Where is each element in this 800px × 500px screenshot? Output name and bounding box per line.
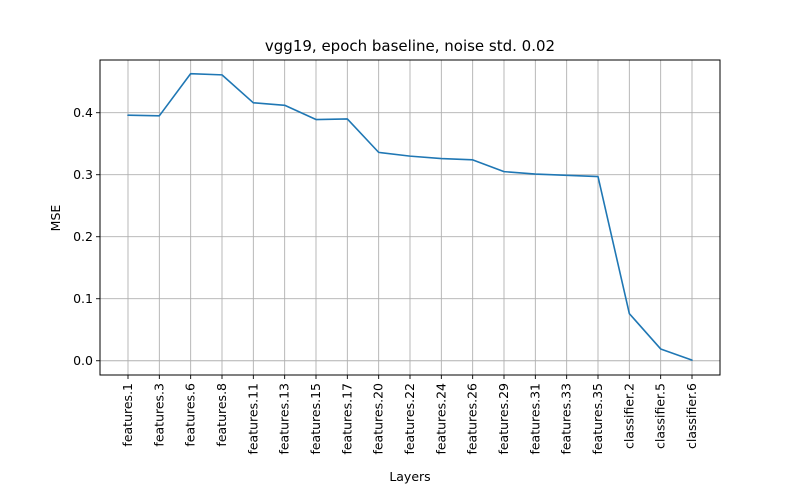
y-tick-label: 0.1	[73, 291, 93, 306]
x-tick-label: features.31	[527, 383, 542, 455]
x-tick-label: features.29	[496, 383, 511, 455]
x-tick-label: features.33	[559, 383, 574, 455]
grid-layer	[100, 60, 720, 375]
chart-title: vgg19, epoch baseline, noise std. 0.02	[265, 37, 555, 55]
x-tick-label: features.1	[120, 383, 135, 447]
x-tick-label: features.6	[183, 383, 198, 447]
y-tick-label: 0.4	[73, 105, 93, 120]
y-tick-label: 0.3	[73, 167, 93, 182]
x-tick-label: features.8	[214, 383, 229, 447]
x-tick-label: features.22	[402, 383, 417, 455]
x-tick-label: features.15	[308, 383, 323, 455]
x-tick-label: features.35	[590, 383, 605, 455]
x-tick-label: features.20	[371, 383, 386, 455]
x-axis-label: Layers	[389, 469, 430, 484]
x-tick-label: classifier.5	[653, 383, 668, 449]
x-tick-label: features.17	[339, 383, 354, 455]
x-tick-label: features.13	[277, 383, 292, 455]
y-axis-label: MSE	[48, 205, 63, 232]
x-tick-label: classifier.2	[621, 383, 636, 449]
y-tick-label: 0.0	[73, 353, 93, 368]
x-tick-label: features.11	[245, 383, 260, 455]
x-tick-label: features.24	[433, 383, 448, 455]
y-tick-label: 0.2	[73, 229, 93, 244]
x-tick-label: features.3	[151, 383, 166, 447]
ticks-layer: features.1 features.3 features.6 features.8…	[73, 105, 699, 454]
x-tick-label: features.26	[465, 383, 480, 455]
series-layer	[127, 72, 693, 361]
x-tick-label: classifier.6	[684, 383, 699, 449]
